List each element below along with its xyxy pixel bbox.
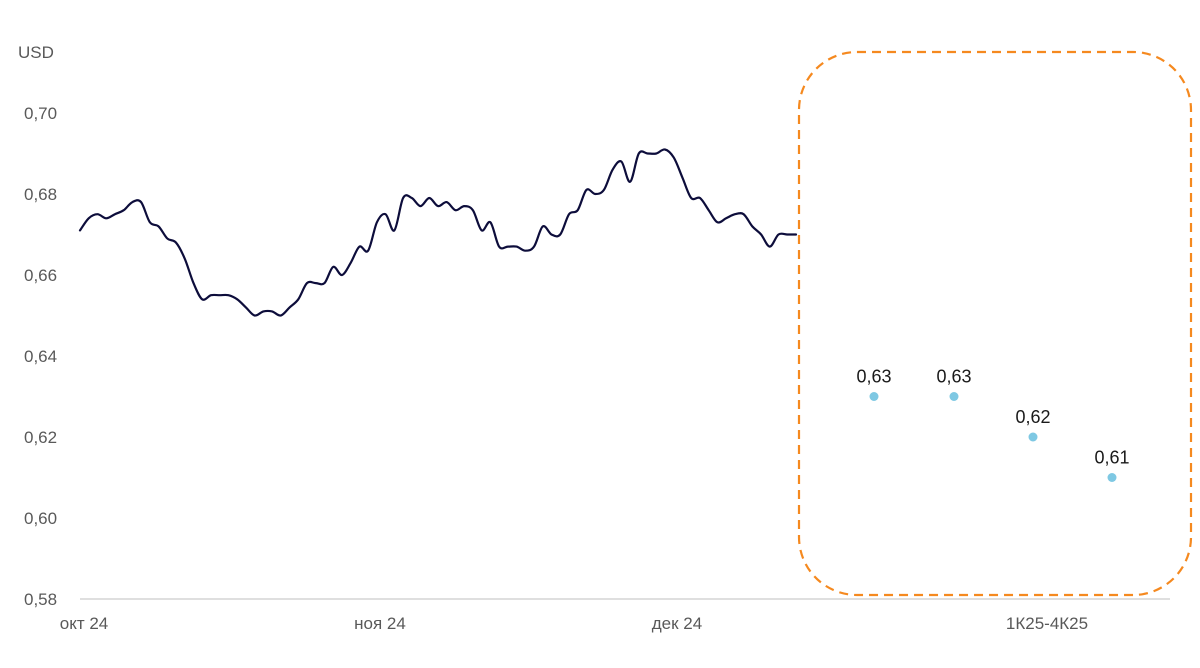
forecast-point <box>869 392 879 401</box>
forecast-point-label: 0,62 <box>1015 407 1050 427</box>
forecast-point-label: 0,61 <box>1094 448 1129 468</box>
forecast-point <box>1107 473 1117 482</box>
y-tick-label: 0,70 <box>24 104 57 123</box>
y-tick-label: 0,68 <box>24 185 57 204</box>
y-tick-label: 0,58 <box>24 590 57 609</box>
y-tick-label: 0,60 <box>24 509 57 528</box>
forecast-point <box>949 392 959 401</box>
x-tick-label: дек 24 <box>652 614 702 633</box>
y-axis-ticks: 0,58 0,60 0,62 0,64 0,66 0,68 0,70 <box>24 104 57 609</box>
forecast-highlight-box <box>797 50 1193 597</box>
forecast-point <box>1028 432 1038 442</box>
y-tick-label: 0,62 <box>24 428 57 447</box>
historical-rate-line <box>78 148 798 317</box>
forecast-points: 0,63 0,63 0,62 0,61 <box>856 367 1130 482</box>
y-tick-label: 0,66 <box>24 266 57 285</box>
x-tick-label: ноя 24 <box>354 614 406 633</box>
forecast-point-label: 0,63 <box>856 367 891 387</box>
x-axis-ticks: окт 24 ноя 24 дек 24 1К25-4К25 <box>60 614 1088 633</box>
x-tick-label: окт 24 <box>60 614 109 633</box>
x-tick-label: 1К25-4К25 <box>1006 614 1088 633</box>
y-tick-label: 0,64 <box>24 347 57 366</box>
forecast-point-label: 0,63 <box>936 367 971 387</box>
y-unit-label: USD <box>18 43 54 62</box>
